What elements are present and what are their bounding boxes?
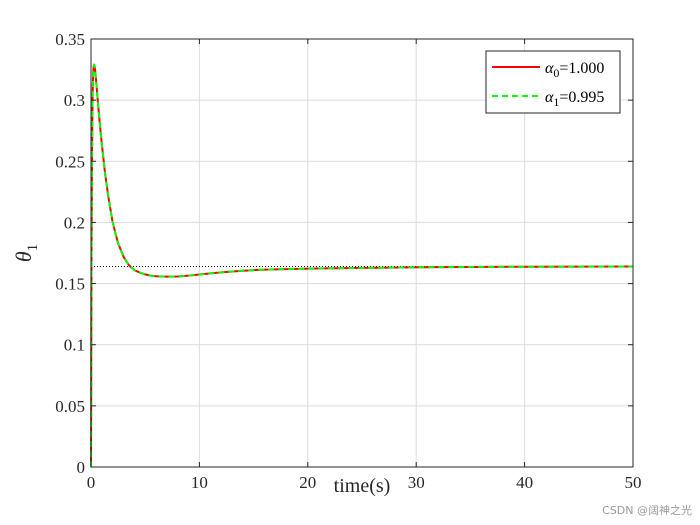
watermark: CSDN @阔神之光 [602, 503, 692, 517]
legend-label-alpha1: α1=0.995 [545, 89, 604, 109]
y-tick-label: 0.05 [55, 397, 85, 416]
y-tick-label: 0.1 [64, 336, 85, 355]
y-tick-label: 0.15 [55, 275, 85, 294]
ticks [90, 38, 634, 468]
y-tick-label: 0.25 [55, 152, 85, 171]
y-axis-title: θ1 [11, 244, 41, 262]
legend-box [485, 50, 621, 114]
x-tick-label: 10 [191, 473, 208, 492]
y-axis-title-base: θ [11, 251, 36, 262]
y-tick-label: 0.35 [55, 30, 85, 49]
legend-label-alpha0: α0=1.000 [545, 60, 604, 80]
x-axis-title: time(s) [334, 475, 391, 497]
y-tick-label: 0.2 [64, 213, 85, 232]
x-tick-label: 40 [516, 473, 533, 492]
x-tick-label: 30 [408, 473, 425, 492]
x-tick-label: 0 [87, 473, 96, 492]
x-tick-label: 50 [625, 473, 642, 492]
series-line-1 [90, 63, 634, 468]
x-tick-labels: 0 10 20 30 40 50 [87, 473, 642, 492]
plot-frame [90, 38, 634, 468]
series-layer [90, 63, 634, 468]
y-tick-label: 0 [77, 458, 86, 477]
y-tick-label: 0.3 [64, 91, 85, 110]
x-tick-label: 20 [299, 473, 316, 492]
y-axis-title-sub: 1 [25, 244, 41, 252]
legend: α0=1.000 α1=0.995 [485, 50, 621, 114]
y-tick-labels: 0 0.05 0.1 0.15 0.2 0.25 0.3 0.35 [55, 30, 85, 477]
